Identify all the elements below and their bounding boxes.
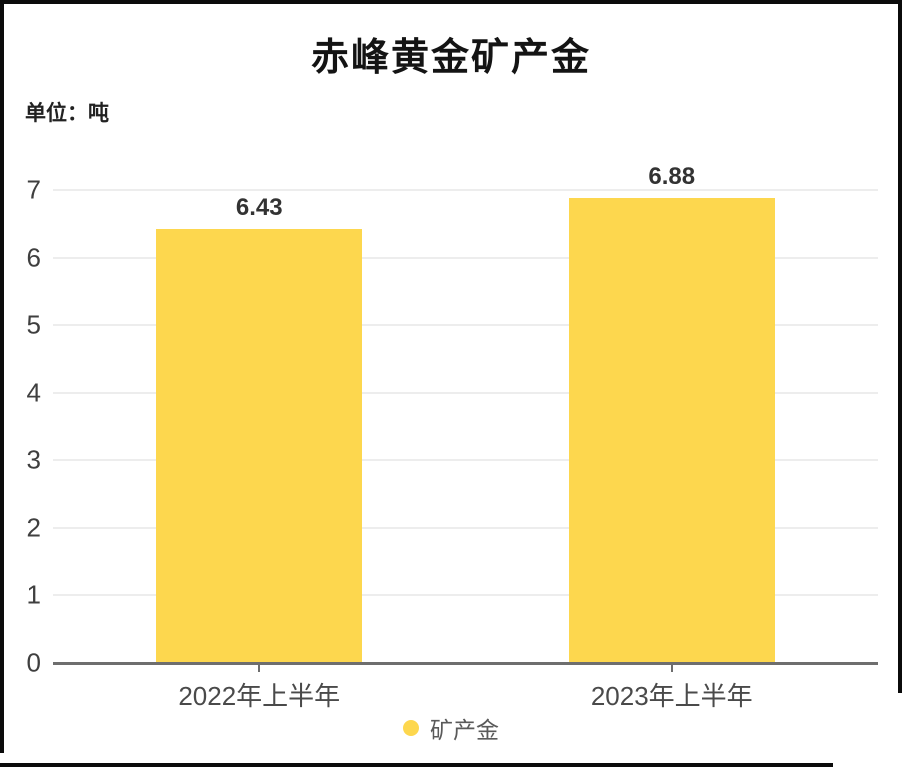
gridline-y-7	[53, 189, 878, 191]
gridline-y-6	[53, 256, 878, 259]
y-axis-tick-label: 1	[26, 579, 41, 610]
legend[interactable]: 矿产金	[403, 711, 499, 745]
x-axis-tick	[670, 663, 673, 672]
plot-area: 0 1 2 3 4 5 6 7 6.43 2022年上半年 6.88 2023年上半年	[27, 163, 878, 711]
y-axis-tick-label: 5	[26, 309, 41, 340]
y-axis-tick-label: 7	[26, 174, 41, 205]
bar-value-label: 6.88	[648, 163, 696, 191]
gridline-y-4	[53, 391, 878, 394]
y-axis-tick-label: 4	[26, 377, 41, 408]
x-axis-tick	[258, 663, 261, 672]
x-axis-category-label: 2023年上半年	[590, 681, 753, 711]
gridline-y-2	[53, 526, 878, 529]
y-axis-tick-label: 0	[26, 647, 41, 678]
x-axis-line	[53, 662, 878, 665]
frame-border-right	[898, 0, 902, 693]
bar-2022年上半年[interactable]	[156, 228, 363, 663]
bar-2023年上半年[interactable]	[568, 198, 775, 663]
gridline-y-3	[53, 459, 878, 462]
frame-border-top	[0, 0, 902, 4]
bar-value-label: 6.43	[235, 193, 283, 221]
frame-border-left	[0, 0, 4, 753]
legend-label: 矿产金	[430, 717, 499, 743]
y-axis-tick-label: 6	[26, 242, 41, 273]
chart-title: 赤峰黄金矿产金	[310, 37, 591, 79]
y-axis-tick-label: 3	[26, 444, 41, 475]
gridline-y-5	[53, 324, 878, 327]
gridline-y-1	[53, 594, 878, 597]
x-axis-category-label: 2022年上半年	[178, 681, 341, 711]
frame-border-bottom	[0, 763, 833, 767]
unit-label: 单位：吨	[25, 102, 109, 125]
y-axis-tick-label: 2	[26, 512, 41, 543]
legend-marker-dot	[403, 720, 419, 736]
